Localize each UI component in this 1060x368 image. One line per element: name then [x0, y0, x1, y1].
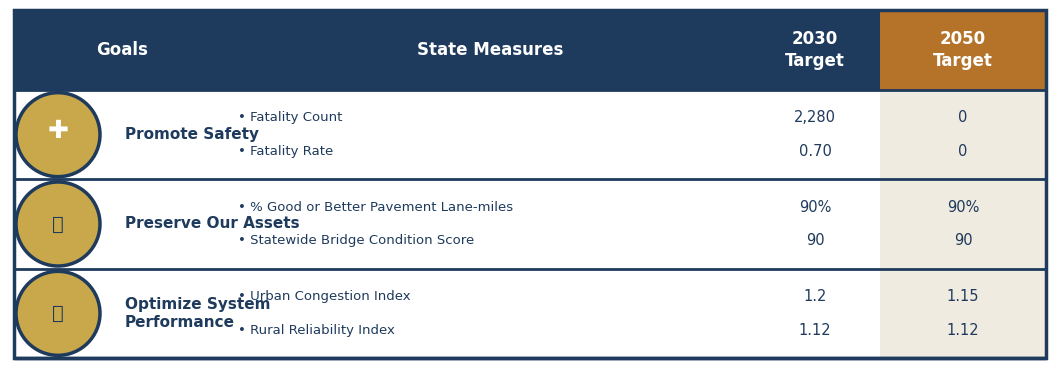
Bar: [880, 10, 1046, 90]
Text: 1.12: 1.12: [798, 323, 831, 338]
Text: • Rural Reliability Index: • Rural Reliability Index: [238, 324, 395, 337]
Bar: [750, 90, 880, 179]
Bar: [750, 179, 880, 269]
Text: 1.2: 1.2: [803, 289, 827, 304]
Text: • Urban Congestion Index: • Urban Congestion Index: [238, 290, 410, 303]
Bar: [230, 179, 750, 269]
Text: 90: 90: [806, 233, 825, 248]
Ellipse shape: [16, 271, 100, 355]
Text: • % Good or Better Pavement Lane-miles: • % Good or Better Pavement Lane-miles: [238, 201, 513, 213]
Text: • Statewide Bridge Condition Score: • Statewide Bridge Condition Score: [238, 234, 474, 247]
Text: 0.70: 0.70: [798, 144, 831, 159]
Text: 2,280: 2,280: [794, 110, 836, 125]
Text: Preserve Our Assets: Preserve Our Assets: [125, 216, 300, 231]
Ellipse shape: [16, 93, 100, 177]
Text: 1.12: 1.12: [947, 323, 979, 338]
Text: ✚: ✚: [48, 119, 69, 143]
Bar: [230, 269, 750, 358]
Bar: [230, 90, 750, 179]
Text: 🕐: 🕐: [52, 304, 64, 323]
Bar: [750, 269, 880, 358]
Bar: [230, 10, 750, 90]
Bar: [14, 179, 230, 269]
Text: 2030
Target: 2030 Target: [785, 30, 845, 70]
Text: • Fatality Rate: • Fatality Rate: [238, 145, 333, 158]
Bar: [14, 90, 230, 179]
Text: Promote Safety: Promote Safety: [125, 127, 259, 142]
Text: 90: 90: [954, 233, 972, 248]
Bar: [750, 10, 880, 90]
Text: Optimize System
Performance: Optimize System Performance: [125, 297, 270, 330]
Text: 1.15: 1.15: [947, 289, 979, 304]
Text: 90%: 90%: [947, 199, 979, 215]
Text: 90%: 90%: [799, 199, 831, 215]
Text: 0: 0: [958, 144, 968, 159]
Bar: [14, 269, 230, 358]
Text: State Measures: State Measures: [417, 41, 563, 59]
Ellipse shape: [16, 182, 100, 266]
Text: 0: 0: [958, 110, 968, 125]
Text: 2050
Target: 2050 Target: [933, 30, 993, 70]
Text: 🔒: 🔒: [52, 215, 64, 234]
Bar: [880, 179, 1046, 269]
Text: Goals: Goals: [96, 41, 148, 59]
Text: • Fatality Count: • Fatality Count: [238, 111, 342, 124]
Bar: [880, 269, 1046, 358]
Bar: [14, 10, 230, 90]
Bar: [880, 90, 1046, 179]
